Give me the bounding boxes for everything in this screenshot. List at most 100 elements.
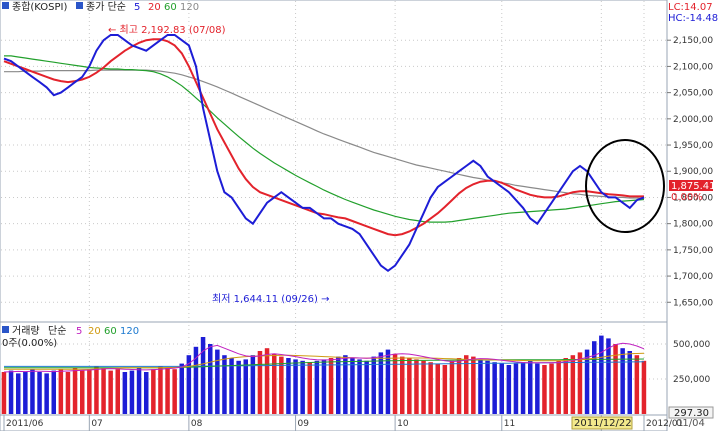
volume-bar (606, 338, 611, 414)
volume-bar (264, 348, 270, 414)
volume-bar (343, 355, 348, 414)
moving-average-lines (3, 34, 645, 273)
volume-bar (584, 349, 590, 414)
volume-bar (65, 372, 71, 414)
volume-bar (179, 363, 184, 414)
x-tick-label: 10 (397, 419, 409, 429)
volume-bar (407, 358, 412, 414)
volume-bar (37, 372, 42, 414)
volume-bar (23, 372, 28, 414)
legend-ma-20: 20 (148, 2, 161, 13)
legend-ma-checkbox-icon[interactable] (76, 2, 83, 9)
price-tick-label: 1,700,00 (673, 272, 713, 282)
volume-bar (257, 351, 263, 414)
price-tick-label: 2,100,00 (673, 62, 713, 72)
ma-line-60 (4, 55, 645, 223)
volume-bar (229, 358, 234, 414)
volume-legend-checkbox-icon[interactable] (2, 326, 9, 333)
price-tick-label: 1,650,00 (673, 298, 713, 308)
cursor-date-box (571, 416, 633, 430)
volume-bar (499, 363, 504, 414)
volume-bar (243, 359, 248, 414)
volume-bar (364, 360, 369, 414)
volume-legend-title: 거래량 (12, 325, 40, 337)
volume-bar (542, 365, 547, 414)
volume-bar (44, 373, 49, 414)
volume-bar (556, 360, 561, 414)
volume-bar (158, 366, 163, 414)
volume-bar (549, 363, 554, 414)
volume-bar (51, 370, 56, 414)
volume-bar (236, 360, 241, 414)
volume-bar (464, 355, 469, 414)
x-tick-label: 09 (298, 419, 310, 429)
volume-bar (513, 363, 519, 414)
volume-bar (200, 337, 206, 414)
volume-bar (215, 349, 220, 414)
price-tick-label: 1,950,00 (673, 141, 713, 151)
volume-bar (442, 365, 448, 414)
volume-bar (563, 358, 568, 414)
volume-bar (80, 370, 85, 414)
volume-bar (250, 355, 256, 414)
volume-bars (1, 335, 647, 414)
volume-bar (528, 360, 533, 414)
volume-bar (535, 363, 540, 414)
price-tick-label: 1,850,00 (673, 193, 713, 203)
volume-bar (634, 355, 640, 414)
volume-bar (371, 356, 376, 414)
volume-bar (16, 373, 21, 414)
price-tick-label: 2,050,00 (673, 89, 713, 99)
volume-bar (279, 356, 284, 414)
volume-legend-ma-120: 120 (120, 326, 139, 337)
volume-bar (122, 372, 128, 414)
ma-line-120 (4, 69, 645, 200)
legend-symbol: 종합(KOSPI) (12, 1, 68, 13)
volume-bar (485, 360, 490, 414)
volume-bar (570, 355, 576, 414)
hc-readout: HC:-14.48 (668, 13, 718, 24)
volume-bar (300, 360, 305, 414)
volume-bar (286, 358, 291, 414)
price-panel (0, 0, 668, 323)
x-tick-label: 2011/06 (6, 419, 44, 429)
volume-sub-label: 0주(0.00%) (2, 338, 57, 349)
volume-bar (328, 358, 334, 414)
volume-bar (392, 353, 398, 414)
volume-bar (101, 367, 106, 414)
volume-bar (577, 352, 583, 414)
legend-checkbox-icon[interactable] (2, 2, 9, 9)
volume-current-label: 297.30 (674, 408, 709, 419)
volume-bar (592, 341, 597, 414)
x-tick-label: 2012/01 (646, 419, 683, 429)
highlight-ellipse (585, 139, 665, 233)
volume-bar (193, 346, 199, 414)
volume-bar (456, 358, 462, 414)
volume-bar (94, 366, 99, 414)
legend-ma-120: 120 (180, 2, 199, 13)
volume-bar (336, 356, 341, 414)
x-tick-label: 08 (191, 419, 203, 429)
volume-bar (385, 349, 391, 414)
volume-bar (72, 367, 78, 414)
volume-bar (400, 356, 405, 414)
volume-bar (136, 367, 142, 414)
legend-series-label: 종가 단순 (86, 1, 126, 13)
ma-line-20 (3, 38, 644, 237)
price-tick-label: 2,150,00 (673, 36, 713, 46)
low-annotation: 최저 1,644.11 (09/26) → (212, 293, 329, 305)
volume-bar (87, 369, 92, 414)
lc-readout: LC:14.07 (668, 2, 713, 13)
price-tick-label: 2,000,00 (673, 115, 713, 125)
volume-bar (357, 359, 362, 414)
price-tick-label: 1,800,00 (673, 220, 713, 230)
volume-bar (129, 370, 135, 414)
volume-bar (378, 352, 384, 414)
volume-bar (272, 353, 277, 414)
cursor-date-label: 2011/12/22 (574, 418, 632, 429)
volume-legend-ma-20: 20 (88, 326, 101, 337)
volume-ma-line-5 (3, 342, 645, 373)
price-tick-label: 1,750,00 (673, 246, 713, 256)
ma-line-5 (3, 34, 645, 273)
volume-bar (293, 359, 298, 414)
